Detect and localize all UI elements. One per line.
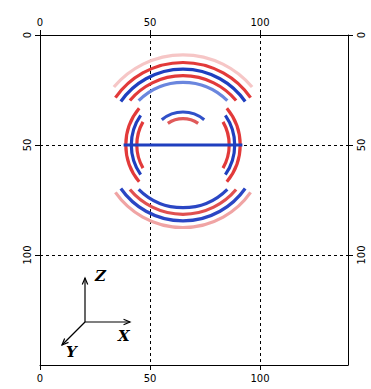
svg-text:Y: Y: [66, 343, 78, 361]
svg-text:50: 50: [144, 373, 157, 384]
svg-text:X: X: [117, 327, 131, 345]
svg-text:0: 0: [37, 373, 43, 384]
svg-text:100: 100: [22, 245, 33, 264]
svg-text:100: 100: [356, 245, 367, 264]
svg-text:50: 50: [22, 139, 33, 152]
svg-text:0: 0: [356, 32, 367, 38]
svg-text:0: 0: [37, 17, 43, 28]
svg-text:100: 100: [250, 17, 269, 28]
svg-text:50: 50: [356, 139, 367, 152]
svg-text:Z: Z: [94, 267, 107, 285]
svg-text:100: 100: [250, 373, 269, 384]
svg-text:0: 0: [22, 32, 33, 38]
svg-text:50: 50: [144, 17, 157, 28]
